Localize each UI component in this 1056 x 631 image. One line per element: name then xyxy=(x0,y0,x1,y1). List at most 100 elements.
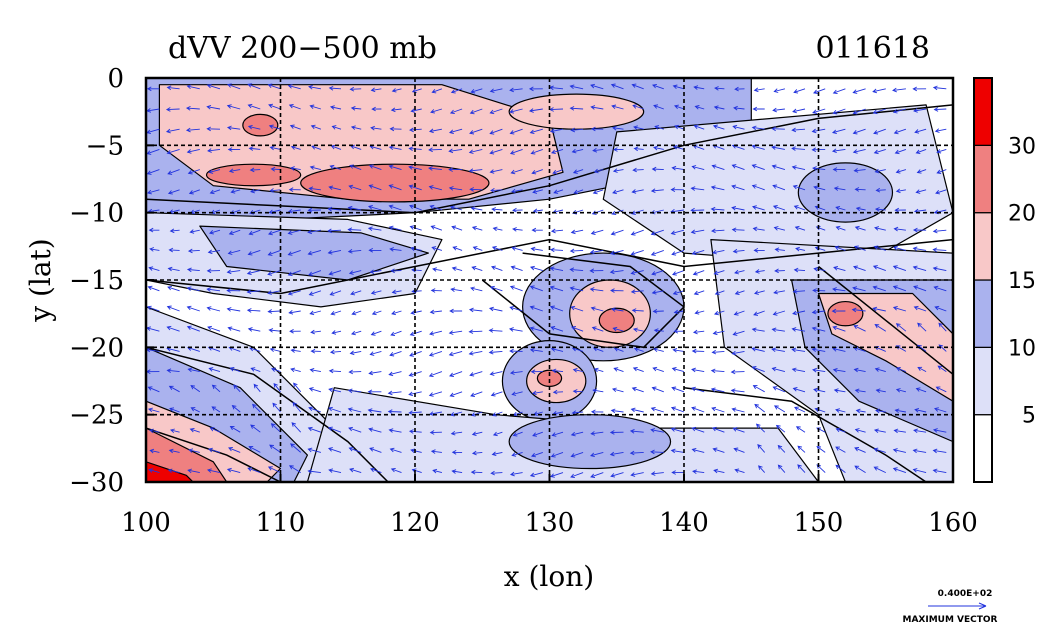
y-tick-label--10: −10 xyxy=(69,199,124,229)
wind-vector-515 xyxy=(651,386,664,393)
wind-vector-103 xyxy=(248,146,261,151)
wind-vector-142 xyxy=(289,124,301,130)
wind-vector-547 xyxy=(690,229,705,235)
wind-vector-11 xyxy=(146,305,160,312)
wind-vector-551 xyxy=(694,310,705,315)
wind-vector-471 xyxy=(610,307,624,312)
wind-vector-339 xyxy=(470,469,483,475)
wind-vector-164 xyxy=(309,165,322,171)
wind-vector-193 xyxy=(329,349,342,355)
wind-vector-334 xyxy=(469,371,483,377)
wind-vector-630 xyxy=(773,289,785,295)
colorbar-label-20: 20 xyxy=(1008,202,1036,227)
wind-vector-208 xyxy=(347,249,362,254)
wind-vector-452 xyxy=(591,326,604,332)
colorbar-frame xyxy=(973,77,993,483)
wind-vector-30 xyxy=(167,285,180,292)
wind-vector-9 xyxy=(148,266,160,272)
wind-vector-68 xyxy=(207,249,221,255)
wind-vector-710 xyxy=(852,286,866,292)
wind-vector-623 xyxy=(771,145,785,150)
wind-vector-217 xyxy=(348,426,362,433)
contour-region-2 xyxy=(300,163,490,203)
wind-vector-285 xyxy=(428,185,443,191)
wind-vector-114 xyxy=(250,367,261,373)
wind-vector-350 xyxy=(489,285,503,292)
colorbar-swatch-4 xyxy=(973,144,993,214)
wind-vector-448 xyxy=(589,249,604,255)
wind-vector-170 xyxy=(308,290,322,296)
wind-vector-576 xyxy=(711,406,725,413)
wind-vector-678 xyxy=(816,445,826,453)
wind-vector-120 xyxy=(267,83,281,90)
wind-vector-298 xyxy=(430,449,442,454)
wind-vector-318 xyxy=(451,450,463,455)
wind-vector-769 xyxy=(912,265,927,272)
wind-vector-232 xyxy=(370,330,382,336)
wind-vector-538 xyxy=(670,448,685,454)
wind-vector-333 xyxy=(468,350,483,356)
wind-vector-557 xyxy=(691,426,705,433)
wind-vector-530 xyxy=(672,290,685,296)
wind-vector-230 xyxy=(370,290,382,295)
wind-vector-131 xyxy=(267,309,281,314)
wind-vector-633 xyxy=(771,347,785,353)
wind-vector-0 xyxy=(146,86,160,92)
wind-vector-627 xyxy=(773,226,786,231)
wind-vector-507 xyxy=(650,229,664,236)
wind-vector-71 xyxy=(206,306,221,312)
wind-vector-694 xyxy=(832,367,846,373)
wind-vector-56 xyxy=(190,407,200,413)
wind-vector-52 xyxy=(186,325,200,332)
wind-vector-622 xyxy=(771,126,785,132)
wind-vector-422 xyxy=(570,127,584,133)
wind-vector-200 xyxy=(349,86,362,92)
wind-vector-599 xyxy=(734,468,745,474)
wind-vector-525 xyxy=(670,187,685,192)
wind-vector-125 xyxy=(269,188,281,193)
wind-vector-464 xyxy=(612,168,624,173)
contour-region-4 xyxy=(242,113,279,137)
wind-vector-682 xyxy=(831,128,846,134)
wind-vector-409 xyxy=(549,266,564,272)
wind-vector-139 xyxy=(267,466,281,474)
wind-vector-129 xyxy=(267,270,281,276)
wind-vector-5 xyxy=(146,189,160,195)
wind-vector-494 xyxy=(632,366,644,373)
wind-vector-243 xyxy=(388,145,402,151)
wind-vector-637 xyxy=(775,424,786,433)
wind-vector-100 xyxy=(247,83,261,90)
wind-vector-240 xyxy=(391,88,402,93)
wind-vector-363 xyxy=(509,148,523,155)
wind-vector-610 xyxy=(754,290,765,295)
wind-vector-60 xyxy=(206,83,221,90)
wind-vector-59 xyxy=(187,468,200,474)
wind-vector-321 xyxy=(469,108,483,115)
wind-vector-430 xyxy=(569,286,584,292)
wind-vector-404 xyxy=(552,169,564,175)
wind-vector-16 xyxy=(147,407,160,413)
colorbar-swatch-0 xyxy=(973,414,993,483)
wind-vector-187 xyxy=(327,228,342,234)
wind-vector-354 xyxy=(489,371,503,376)
wind-vector-408 xyxy=(549,247,564,253)
wind-vector-587 xyxy=(731,227,745,233)
wind-vector-138 xyxy=(269,444,281,453)
wind-vector-309 xyxy=(451,266,463,272)
wind-vector-444 xyxy=(593,168,604,174)
wind-vector-613 xyxy=(751,346,765,352)
wind-vector-384 xyxy=(531,169,543,175)
wind-vector-374 xyxy=(509,370,523,375)
wind-vector-548 xyxy=(691,249,705,256)
wind-vector-672 xyxy=(811,326,826,332)
wind-vector-743 xyxy=(894,148,907,155)
wind-vector-185 xyxy=(328,185,342,191)
wind-vector-157 xyxy=(291,422,302,433)
wind-vector-701 xyxy=(852,108,866,115)
wind-vector-653 xyxy=(791,347,806,353)
wind-vector-575 xyxy=(710,387,725,393)
wind-vector-736 xyxy=(875,408,886,414)
wind-vector-141 xyxy=(288,104,301,110)
wind-vector-420 xyxy=(569,84,584,90)
contour-line-6 xyxy=(818,265,953,375)
